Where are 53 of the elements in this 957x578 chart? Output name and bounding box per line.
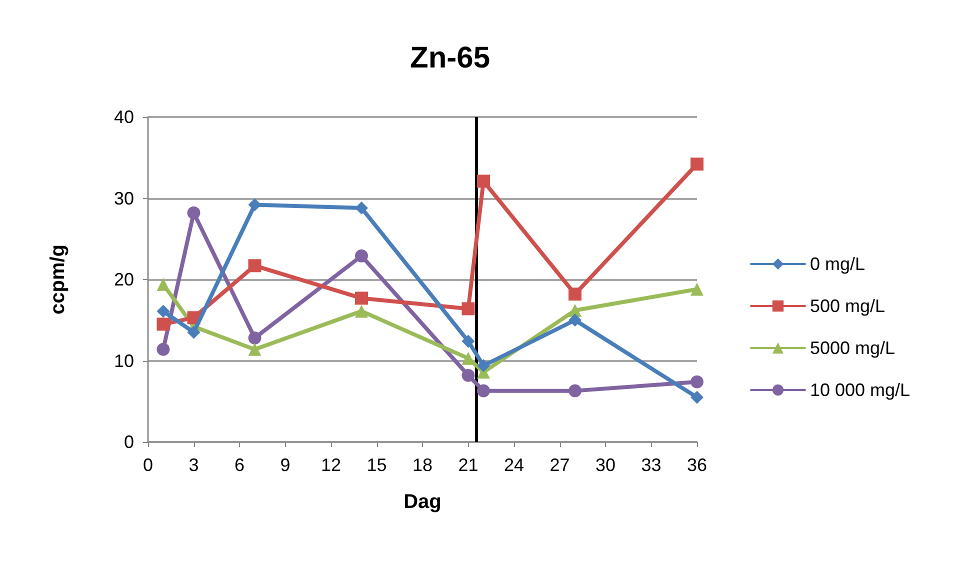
point — [355, 202, 368, 214]
point — [462, 368, 475, 382]
point — [355, 304, 368, 318]
point — [690, 158, 704, 171]
y-tick-label: 10 — [114, 350, 134, 371]
chart-title: Zn-65 — [410, 42, 490, 74]
point — [355, 249, 368, 262]
point — [690, 390, 704, 404]
x-tick-label: 3 — [188, 455, 199, 475]
point — [156, 318, 170, 331]
legend-label: 10 000 mg/L — [810, 380, 910, 400]
y-tick-label: 40 — [114, 107, 134, 127]
point — [568, 288, 582, 301]
point — [156, 342, 170, 356]
point — [477, 174, 490, 188]
point — [187, 326, 200, 339]
legend-label: 0 mg/L — [810, 254, 866, 274]
point — [690, 375, 704, 388]
point — [187, 206, 200, 220]
y-tick-label: 30 — [114, 188, 134, 208]
point — [568, 314, 582, 327]
point — [690, 282, 704, 296]
point — [248, 332, 262, 344]
point — [355, 292, 368, 305]
x-tick-label: 33 — [641, 455, 662, 475]
point — [156, 278, 170, 291]
y-tick-label: 20 — [114, 270, 134, 290]
point — [568, 384, 582, 398]
point — [156, 304, 170, 318]
x-axis-title: Dag — [404, 491, 442, 513]
x-tick-label: 0 — [142, 455, 154, 475]
point — [477, 384, 490, 398]
point — [462, 302, 475, 316]
x-tick-label: 30 — [595, 455, 616, 475]
x-tick-label: 24 — [504, 455, 524, 475]
x-tick-label: 12 — [320, 455, 342, 475]
x-tick-label: 21 — [458, 455, 478, 475]
x-tick-label: 18 — [412, 455, 433, 475]
x-tick-label: 6 — [234, 455, 245, 475]
point — [248, 342, 262, 356]
legend-label: 500 mg/L — [810, 296, 886, 316]
x-tick-label: 27 — [550, 455, 570, 475]
y-axis-title: ccpm/g — [47, 244, 69, 315]
x-tick-label: 15 — [366, 455, 387, 475]
legend-label: 5000 mg/L — [810, 338, 896, 358]
point — [462, 352, 475, 365]
x-tick-label: 9 — [280, 455, 290, 475]
point — [462, 334, 475, 348]
x-tick-label: 36 — [686, 455, 708, 475]
y-tick-label: 0 — [124, 432, 134, 452]
point — [477, 359, 490, 372]
point — [248, 259, 262, 272]
point — [248, 198, 262, 212]
